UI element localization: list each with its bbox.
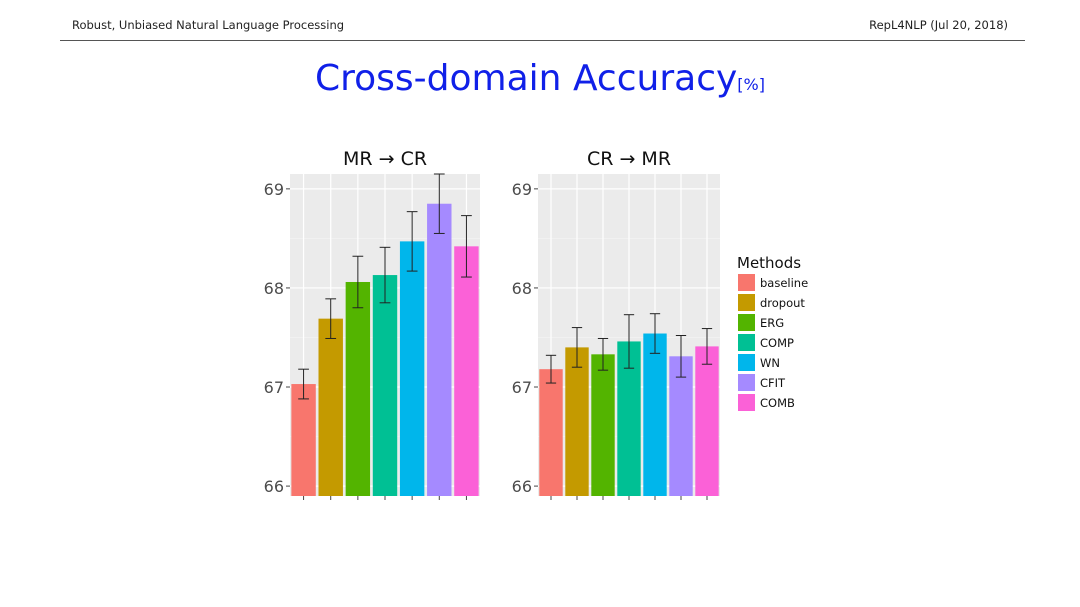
y-tick-label: 69 (512, 180, 532, 199)
legend-swatch (738, 394, 755, 411)
panel-title: MR → CR (343, 148, 427, 170)
legend-swatch (738, 374, 755, 391)
bar-COMP (372, 275, 398, 496)
header-divider (60, 40, 1025, 41)
legend-swatch (738, 294, 755, 311)
legend-label: dropout (760, 296, 805, 310)
bar-CFIT (669, 356, 693, 496)
legend-swatch (738, 354, 755, 371)
bar-dropout (318, 318, 343, 496)
legend-swatch (738, 274, 755, 291)
bar-ERG (345, 281, 371, 496)
y-tick-label: 67 (512, 378, 532, 397)
panel-cr-to-mr: 66 67 68 69 CR → MR (512, 148, 720, 500)
panel-mr-to-cr: 66 67 68 69 MR → CR (264, 148, 480, 500)
y-tick-label: 69 (264, 180, 284, 199)
slide-title: Cross-domain Accuracy[%] (0, 58, 1080, 99)
bar-COMB (695, 346, 719, 496)
panel-title: CR → MR (587, 148, 671, 170)
legend-title: Methods (737, 254, 801, 272)
bar-baseline (539, 369, 563, 496)
y-tick-label: 67 (264, 378, 284, 397)
methods-legend: Methods baseline dropout ERG COMP WN CFIT COMB (737, 254, 808, 411)
header-left: Robust, Unbiased Natural Language Proces… (72, 18, 345, 32)
y-tick-label: 66 (264, 477, 284, 496)
legend-label: CFIT (760, 376, 786, 390)
bar-dropout (565, 347, 589, 496)
y-tick-label: 66 (512, 477, 532, 496)
bar-WN (399, 241, 425, 496)
bar-COMP (617, 341, 641, 496)
bar-CFIT (427, 203, 452, 496)
y-tick-label: 68 (512, 279, 532, 298)
slide-title-unit: [%] (737, 75, 765, 94)
legend-swatch (738, 314, 755, 331)
bar-ERG (591, 354, 615, 496)
bar-baseline (291, 384, 316, 496)
bar-COMB (454, 246, 479, 496)
legend-label: COMB (760, 396, 795, 410)
legend-label: WN (760, 356, 780, 370)
legend-label: ERG (760, 316, 784, 330)
legend-swatch (738, 334, 755, 351)
header-right: RepL4NLP (Jul 20, 2018) (869, 18, 1008, 32)
y-tick-label: 68 (264, 279, 284, 298)
slide-title-main: Cross-domain Accuracy (315, 58, 738, 99)
bar-WN (643, 333, 667, 496)
legend-label: baseline (760, 276, 808, 290)
legend-label: COMP (760, 336, 794, 350)
